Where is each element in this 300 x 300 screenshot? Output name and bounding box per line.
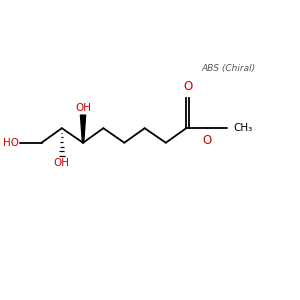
Text: OH: OH xyxy=(75,103,91,113)
Text: HO: HO xyxy=(3,138,19,148)
Polygon shape xyxy=(80,115,86,143)
Text: ABS (Chiral): ABS (Chiral) xyxy=(202,64,256,73)
Text: CH₃: CH₃ xyxy=(234,123,253,133)
Text: O: O xyxy=(202,134,212,147)
Text: O: O xyxy=(183,80,192,93)
Text: OH: OH xyxy=(54,158,70,168)
